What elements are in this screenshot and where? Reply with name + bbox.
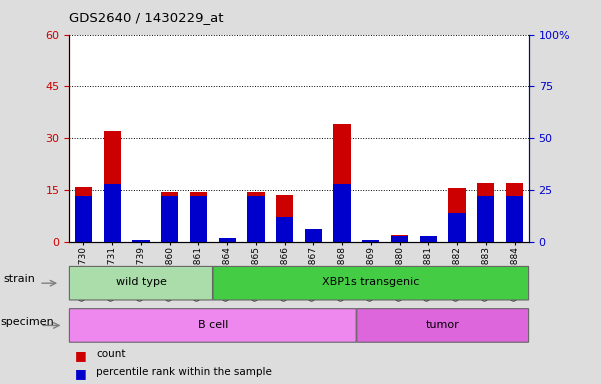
Bar bbox=[334, 184, 351, 242]
Bar bbox=[448, 213, 466, 242]
Text: specimen: specimen bbox=[1, 316, 54, 327]
Bar bbox=[276, 195, 293, 242]
Bar bbox=[103, 131, 121, 242]
Bar bbox=[132, 240, 150, 242]
Bar bbox=[448, 189, 466, 242]
Bar bbox=[391, 235, 408, 242]
Bar bbox=[247, 196, 264, 242]
Text: count: count bbox=[96, 349, 126, 359]
Text: percentile rank within the sample: percentile rank within the sample bbox=[96, 367, 272, 377]
Bar bbox=[419, 236, 437, 242]
Bar bbox=[305, 230, 322, 242]
Bar bbox=[419, 237, 437, 242]
Bar bbox=[362, 240, 379, 242]
Bar bbox=[305, 230, 322, 242]
Bar bbox=[247, 192, 264, 242]
Bar bbox=[190, 196, 207, 242]
Text: tumor: tumor bbox=[426, 320, 460, 330]
Bar bbox=[132, 240, 150, 242]
Bar bbox=[219, 238, 236, 242]
Text: strain: strain bbox=[3, 274, 35, 285]
FancyBboxPatch shape bbox=[213, 266, 529, 300]
Bar bbox=[334, 124, 351, 242]
FancyBboxPatch shape bbox=[69, 266, 213, 300]
Bar bbox=[391, 236, 408, 242]
Bar bbox=[362, 241, 379, 242]
FancyBboxPatch shape bbox=[69, 309, 356, 342]
Bar bbox=[506, 183, 523, 242]
Bar bbox=[161, 192, 178, 242]
Bar bbox=[161, 196, 178, 242]
Text: XBP1s transgenic: XBP1s transgenic bbox=[322, 278, 419, 288]
FancyBboxPatch shape bbox=[357, 309, 529, 342]
Text: ■: ■ bbox=[75, 367, 87, 380]
Bar bbox=[477, 196, 495, 242]
Bar bbox=[276, 217, 293, 242]
Bar bbox=[506, 196, 523, 242]
Text: B cell: B cell bbox=[198, 320, 228, 330]
Text: ■: ■ bbox=[75, 349, 87, 362]
Text: GDS2640 / 1430229_at: GDS2640 / 1430229_at bbox=[69, 12, 224, 25]
Text: wild type: wild type bbox=[115, 278, 166, 288]
Bar bbox=[75, 187, 92, 242]
Bar bbox=[103, 184, 121, 242]
Bar bbox=[477, 183, 495, 242]
Bar bbox=[190, 192, 207, 242]
Bar bbox=[75, 196, 92, 242]
